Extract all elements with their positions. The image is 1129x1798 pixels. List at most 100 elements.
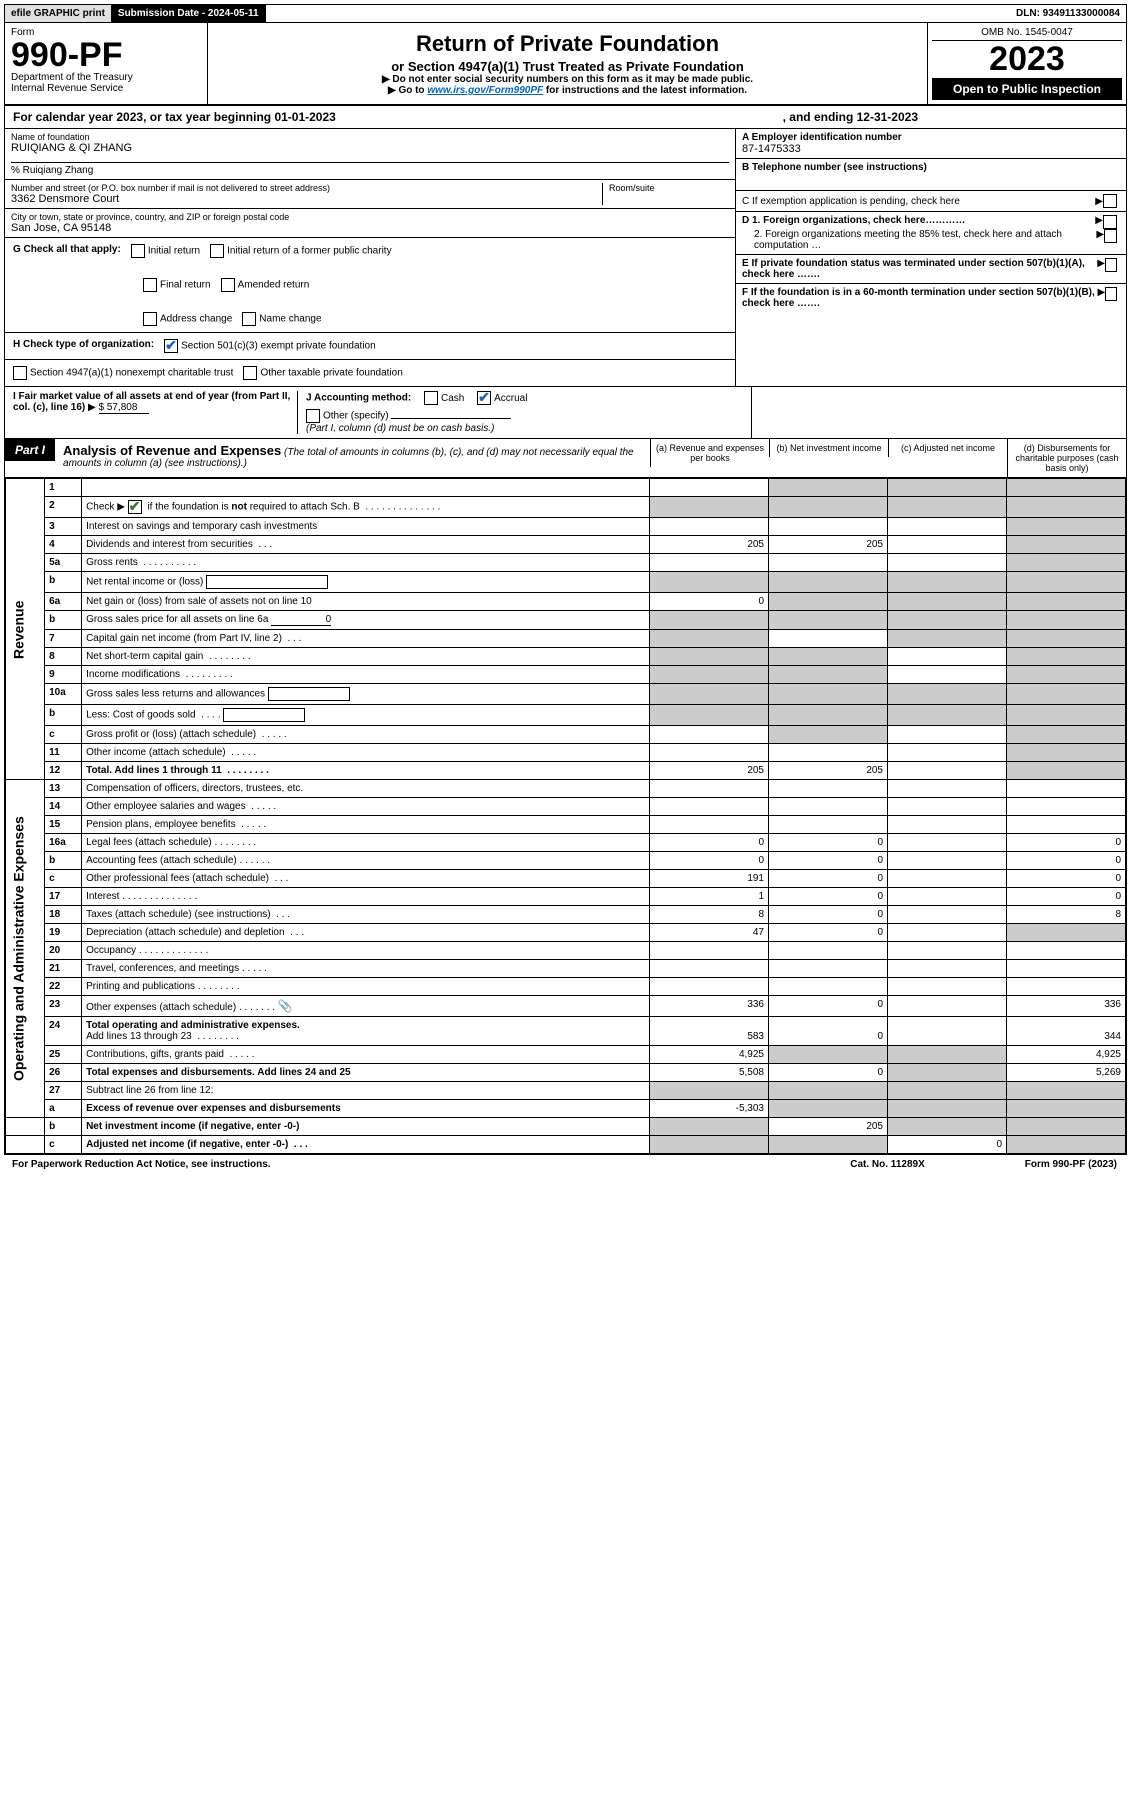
table-row: 25Contributions, gifts, grants paid . . …: [6, 1046, 1126, 1064]
d2-label: 2. Foreign organizations meeting the 85%…: [742, 229, 1096, 251]
col-b-header: (b) Net investment income: [769, 439, 888, 457]
table-row: 3Interest on savings and temporary cash …: [6, 518, 1126, 536]
table-row: 15Pension plans, employee benefits . . .…: [6, 816, 1126, 834]
entity-info: Name of foundation RUIQIANG & QI ZHANG %…: [5, 129, 1126, 387]
checkbox-accrual[interactable]: [477, 391, 491, 405]
part1-label: Part I: [5, 439, 55, 461]
table-row: 6aNet gain or (loss) from sale of assets…: [6, 593, 1126, 611]
form-title: Return of Private Foundation: [214, 31, 921, 57]
irs: Internal Revenue Service: [11, 83, 201, 94]
table-row: cGross profit or (loss) (attach schedule…: [6, 726, 1126, 744]
table-row: 2 Check ▶ if the foundation is not requi…: [6, 497, 1126, 518]
checkbox-cash[interactable]: [424, 391, 438, 405]
ein: 87-1475333: [742, 143, 1120, 155]
checkbox-initial-former[interactable]: [210, 244, 224, 258]
table-row: Revenue 1: [6, 479, 1126, 497]
checkbox-final-return[interactable]: [143, 278, 157, 292]
checkbox-address-change[interactable]: [143, 312, 157, 326]
header-left: Form 990-PF Department of the Treasury I…: [5, 23, 208, 104]
table-row: aExcess of revenue over expenses and dis…: [6, 1100, 1126, 1118]
table-row: 23Other expenses (attach schedule) . . .…: [6, 996, 1126, 1017]
d1-label: D 1. Foreign organizations, check here………: [742, 215, 965, 229]
table-row: bNet rental income or (loss): [6, 572, 1126, 593]
c-exemption-pending: C If exemption application is pending, c…: [742, 196, 960, 207]
top-bar: efile GRAPHIC print Submission Date - 20…: [5, 5, 1126, 23]
phone-label: B Telephone number (see instructions): [742, 162, 1120, 173]
submission-date: Submission Date - 2024-05-11: [112, 5, 266, 22]
g-label: G Check all that apply:: [13, 244, 121, 258]
dept-treasury: Department of the Treasury: [11, 72, 201, 83]
checkbox-4947[interactable]: [13, 366, 27, 380]
table-row: 16aLegal fees (attach schedule) . . . . …: [6, 834, 1126, 852]
table-row: bNet investment income (if negative, ent…: [6, 1118, 1126, 1136]
address-label: Number and street (or P.O. box number if…: [11, 183, 602, 193]
checkbox-initial-return[interactable]: [131, 244, 145, 258]
checkbox-name-change[interactable]: [242, 312, 256, 326]
table-row: 26Total expenses and disbursements. Add …: [6, 1064, 1126, 1082]
h-label: H Check type of organization:: [13, 339, 154, 353]
checkbox-e[interactable]: [1105, 258, 1117, 272]
i-j-row: I Fair market value of all assets at end…: [5, 387, 1126, 439]
cat-no: Cat. No. 11289X: [850, 1159, 924, 1170]
part1-header: Part I Analysis of Revenue and Expenses …: [5, 439, 1126, 478]
tax-year: 2023: [932, 41, 1122, 78]
table-row: 12Total. Add lines 1 through 11 . . . . …: [6, 762, 1126, 780]
page-footer: For Paperwork Reduction Act Notice, see …: [4, 1155, 1125, 1174]
dln: DLN: 93491133000084: [1010, 5, 1126, 22]
care-of: % Ruiqiang Zhang: [11, 162, 729, 176]
table-row: 20Occupancy . . . . . . . . . . . . .: [6, 942, 1126, 960]
checkbox-amended-return[interactable]: [221, 278, 235, 292]
checkbox-d2[interactable]: [1104, 229, 1117, 243]
form-container: efile GRAPHIC print Submission Date - 20…: [4, 4, 1127, 1155]
i-fmv-value: $ 57,808: [99, 402, 149, 414]
city-label: City or town, state or province, country…: [11, 212, 729, 222]
checkbox-c[interactable]: [1103, 194, 1117, 208]
checkbox-other-method[interactable]: [306, 409, 320, 423]
header-right: OMB No. 1545-0047 2023 Open to Public In…: [928, 23, 1126, 104]
table-row: 18Taxes (attach schedule) (see instructi…: [6, 906, 1126, 924]
room-label: Room/suite: [609, 183, 729, 193]
form-header: Form 990-PF Department of the Treasury I…: [5, 23, 1126, 106]
city-state-zip: San Jose, CA 95148: [11, 222, 729, 234]
j-note: (Part I, column (d) must be on cash basi…: [306, 423, 743, 434]
efile-print-button[interactable]: efile GRAPHIC print: [5, 5, 112, 22]
form-ref: Form 990-PF (2023): [1025, 1159, 1117, 1170]
checkbox-d1[interactable]: [1103, 215, 1117, 229]
part1-table: Revenue 1 2 Check ▶ if the foundation is…: [5, 478, 1126, 1154]
table-row: 22Printing and publications . . . . . . …: [6, 978, 1126, 996]
checkbox-f[interactable]: [1105, 287, 1117, 301]
table-row: bAccounting fees (attach schedule) . . .…: [6, 852, 1126, 870]
form-number: 990-PF: [11, 38, 201, 72]
table-row: 8Net short-term capital gain . . . . . .…: [6, 648, 1126, 666]
col-c-header: (c) Adjusted net income: [888, 439, 1007, 457]
table-row: 17Interest . . . . . . . . . . . . . .10…: [6, 888, 1126, 906]
table-row: Operating and Administrative Expenses 13…: [6, 780, 1126, 798]
table-row: 7Capital gain net income (from Part IV, …: [6, 630, 1126, 648]
checkbox-other-taxable[interactable]: [243, 366, 257, 380]
table-row: bGross sales price for all assets on lin…: [6, 611, 1126, 630]
table-row: 21Travel, conferences, and meetings . . …: [6, 960, 1126, 978]
attachment-icon[interactable]: 📎: [278, 999, 293, 1013]
foundation-name: RUIQIANG & QI ZHANG: [11, 142, 729, 154]
table-row: 19Depreciation (attach schedule) and dep…: [6, 924, 1126, 942]
i-label: I Fair market value of all assets at end…: [13, 391, 290, 413]
table-row: 11Other income (attach schedule) . . . .…: [6, 744, 1126, 762]
checkbox-schb[interactable]: [128, 500, 142, 514]
col-d-header: (d) Disbursements for charitable purpose…: [1007, 439, 1126, 477]
form-subtitle: or Section 4947(a)(1) Trust Treated as P…: [214, 59, 921, 74]
ssn-note: ▶ Do not enter social security numbers o…: [214, 74, 921, 85]
table-row: bLess: Cost of goods sold . . . .: [6, 705, 1126, 726]
cal-year-end: , and ending 12-31-2023: [783, 110, 918, 124]
street-address: 3362 Densmore Court: [11, 193, 602, 205]
col-a-header: (a) Revenue and expenses per books: [650, 439, 769, 467]
j-label: J Accounting method:: [306, 393, 411, 404]
open-public: Open to Public Inspection: [932, 78, 1122, 100]
e-label: E If private foundation status was termi…: [742, 258, 1097, 280]
part1-title: Analysis of Revenue and Expenses: [63, 443, 281, 458]
checkbox-501c3[interactable]: [164, 339, 178, 353]
irs-link[interactable]: www.irs.gov/Form990PF: [427, 85, 543, 96]
foundation-name-label: Name of foundation: [11, 132, 729, 142]
calendar-year-row: For calendar year 2023, or tax year begi…: [5, 106, 1126, 129]
header-center: Return of Private Foundation or Section …: [208, 23, 928, 104]
cal-year-begin: For calendar year 2023, or tax year begi…: [13, 110, 336, 124]
